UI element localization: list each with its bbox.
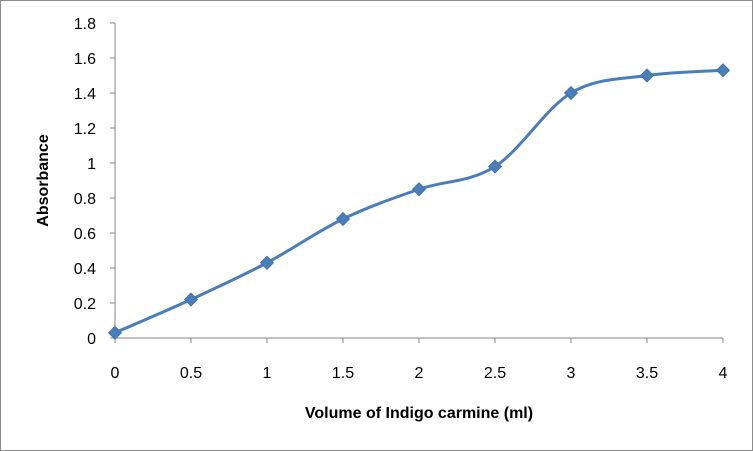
- y-tick-label: 0: [87, 331, 96, 348]
- data-markers: [107, 63, 731, 340]
- x-axis-title: Volume of Indigo carmine (ml): [305, 405, 533, 422]
- data-point-marker: [639, 68, 655, 83]
- x-tick-label: 1: [263, 365, 272, 382]
- y-tick-label: 1.6: [74, 51, 96, 68]
- y-tick-label: 1.4: [74, 86, 96, 103]
- data-point-marker: [107, 325, 123, 340]
- x-tick-label: 0.5: [180, 365, 202, 382]
- data-point-marker: [563, 85, 579, 101]
- y-tick-label: 1.8: [74, 16, 96, 33]
- x-tick-label: 4: [719, 365, 728, 382]
- data-point-marker: [411, 182, 427, 197]
- x-tick-label: 3: [567, 365, 576, 382]
- x-tick-label: 2.5: [484, 365, 506, 382]
- series-line-absorbance: [113, 68, 725, 335]
- y-tick-label: 0.8: [74, 191, 96, 208]
- data-point-marker: [487, 159, 503, 174]
- x-tick-label: 0: [111, 365, 120, 382]
- x-tick-label: 2: [415, 365, 424, 382]
- x-tick-label: 1.5: [332, 365, 354, 382]
- y-tick-label: 0.6: [74, 226, 96, 243]
- y-tick-label: 1: [87, 156, 96, 173]
- y-tick-label: 0.4: [74, 261, 96, 278]
- y-tick-group: 0 0.2 0.4 0.6 0.8 1 1.2 1.4 1.6 1.8: [74, 16, 115, 348]
- data-point-marker: [259, 255, 275, 270]
- x-tick-label: 3.5: [636, 365, 658, 382]
- y-tick-label: 1.2: [74, 121, 96, 138]
- x-tick-group: 0 0.5 1 1.5 2 2.5 3 3.5 4: [111, 338, 728, 382]
- y-axis-title: Absorbance: [35, 134, 52, 227]
- axes: [114, 23, 723, 339]
- data-point-marker: [335, 211, 351, 227]
- data-point-marker: [715, 63, 731, 78]
- data-point-marker: [183, 292, 199, 307]
- y-tick-label: 0.2: [74, 296, 96, 313]
